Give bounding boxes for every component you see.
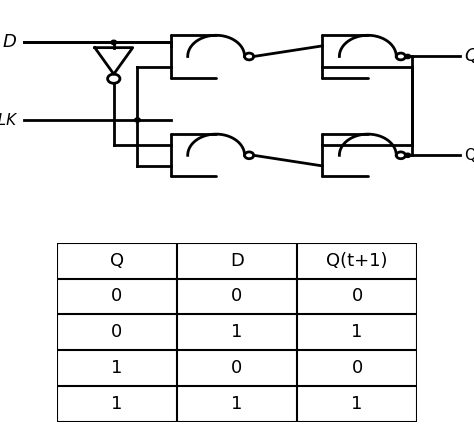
Text: 0: 0 [231,359,243,377]
Circle shape [111,40,117,44]
Circle shape [135,118,140,122]
Circle shape [405,55,410,59]
Text: D: D [230,252,244,270]
Text: CLK: CLK [0,112,17,127]
Circle shape [405,153,410,158]
Text: D: D [3,33,17,52]
Text: 0: 0 [351,288,363,305]
Text: Q: Q [110,252,124,270]
Text: 0: 0 [231,288,243,305]
Text: 1: 1 [351,395,363,413]
Text: Q': Q' [465,148,474,163]
Text: 1: 1 [351,323,363,341]
Text: Q: Q [465,47,474,66]
Text: 1: 1 [111,359,123,377]
Text: 1: 1 [231,323,243,341]
Text: 0: 0 [111,323,123,341]
Text: 0: 0 [351,359,363,377]
Text: 0: 0 [111,288,123,305]
Text: 1: 1 [231,395,243,413]
Text: Q(t+1): Q(t+1) [326,252,388,270]
Text: 1: 1 [111,395,123,413]
